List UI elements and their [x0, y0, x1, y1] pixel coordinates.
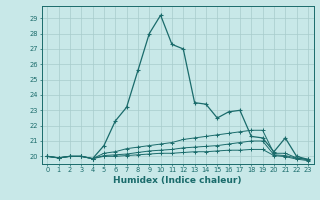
X-axis label: Humidex (Indice chaleur): Humidex (Indice chaleur) — [113, 176, 242, 185]
